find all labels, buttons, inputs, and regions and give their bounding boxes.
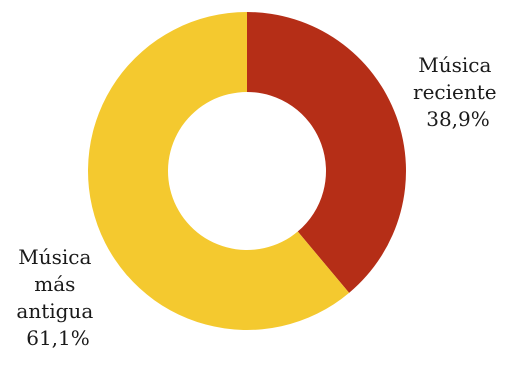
label-musica-reciente-line-2: reciente [413, 80, 497, 104]
donut-slices [87, 12, 406, 331]
label-musica-antigua-line-2: más [34, 272, 75, 296]
slice-musica-antigua [87, 12, 350, 331]
label-musica-reciente: Música reciente 38,9% [413, 53, 503, 131]
label-musica-antigua-line-3: antigua [16, 299, 93, 323]
label-musica-antigua: Música más antigua 61,1% [16, 245, 99, 350]
label-musica-reciente-value: 38,9% [426, 107, 490, 131]
label-musica-antigua-value: 61,1% [26, 326, 90, 350]
slice-musica-reciente [247, 12, 406, 293]
slice-labels: Música reciente 38,9% Música más antigua… [16, 53, 503, 350]
label-musica-reciente-line-1: Música [418, 53, 491, 77]
label-musica-antigua-line-1: Música [18, 245, 91, 269]
